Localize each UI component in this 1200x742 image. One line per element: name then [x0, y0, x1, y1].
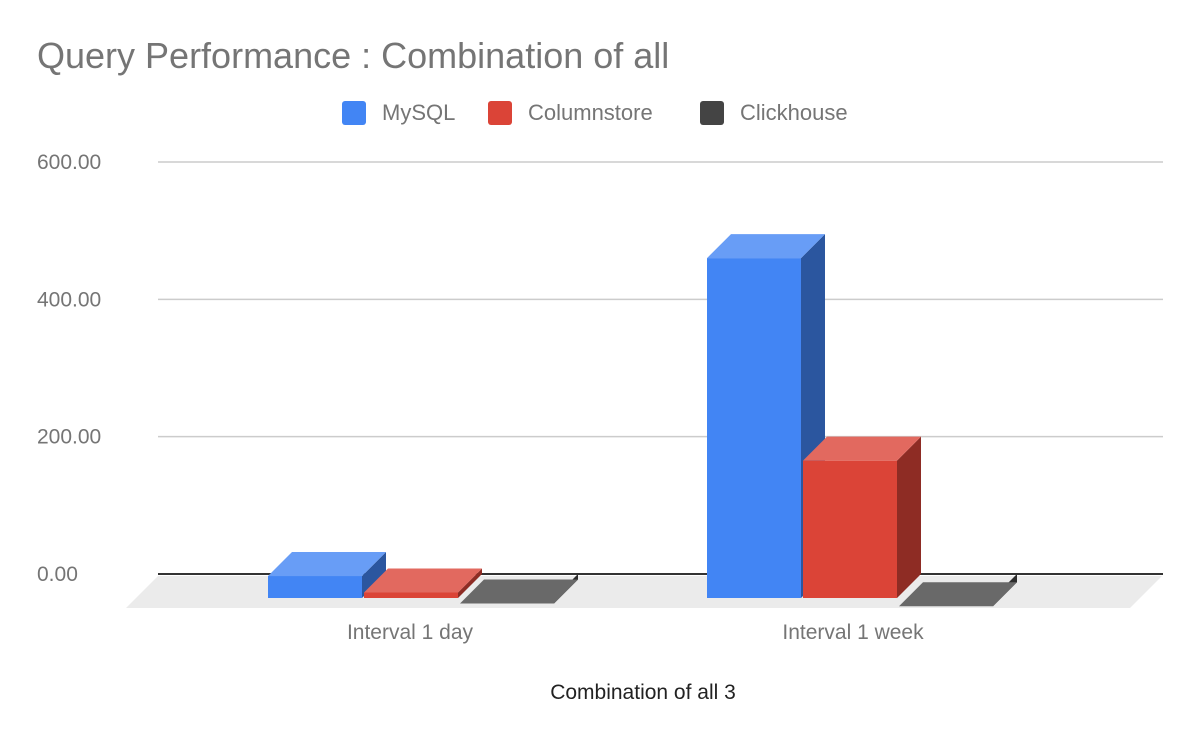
bar-top [707, 234, 825, 259]
bar-side [458, 568, 482, 598]
legend-swatch [342, 101, 366, 125]
legend-label: Clickhouse [740, 100, 848, 125]
bar-columnstore-2 [803, 436, 921, 598]
y-tick-label: 600.00 [37, 151, 101, 174]
y-tick-label: 200.00 [37, 426, 101, 449]
legend-swatch [488, 101, 512, 125]
legend-item-columnstore: Columnstore [488, 100, 653, 125]
bar-side [897, 436, 921, 598]
x-axis-label: Combination of all 3 [550, 681, 736, 704]
legend-label: Columnstore [528, 100, 653, 125]
legend: MySQL Columnstore Clickhouse [342, 100, 848, 125]
x-tick-label: Interval 1 day [347, 621, 474, 644]
bars [268, 234, 1017, 607]
bar-top [899, 582, 1017, 607]
bar-front [268, 576, 362, 598]
bar-front [364, 592, 458, 598]
bar-front [707, 258, 801, 598]
bar-columnstore-1 [364, 568, 482, 598]
bar-mysql-1 [268, 552, 386, 598]
bar-mysql-2 [707, 234, 825, 598]
legend-swatch [700, 101, 724, 125]
legend-item-mysql: MySQL [342, 100, 455, 125]
legend-item-clickhouse: Clickhouse [700, 100, 848, 125]
bar-side [362, 552, 386, 598]
bar-top [364, 568, 482, 593]
y-tick-label: 400.00 [37, 288, 101, 311]
x-axis-categories: Interval 1 day Interval 1 week [347, 621, 924, 644]
bar-top [268, 552, 386, 577]
gridlines [158, 161, 1163, 575]
bar-clickhouse-2 [899, 574, 1017, 607]
chart-title: Query Performance : Combination of all [37, 35, 669, 76]
legend-label: MySQL [382, 100, 455, 125]
y-tick-label: 0.00 [37, 563, 78, 586]
bar-top [460, 579, 578, 604]
x-tick-label: Interval 1 week [782, 621, 924, 644]
bar-clickhouse-1 [460, 574, 578, 604]
y-axis-ticks: 0.00 200.00 400.00 600.00 [37, 151, 101, 586]
bar-top [803, 436, 921, 461]
bar-front [803, 460, 897, 598]
